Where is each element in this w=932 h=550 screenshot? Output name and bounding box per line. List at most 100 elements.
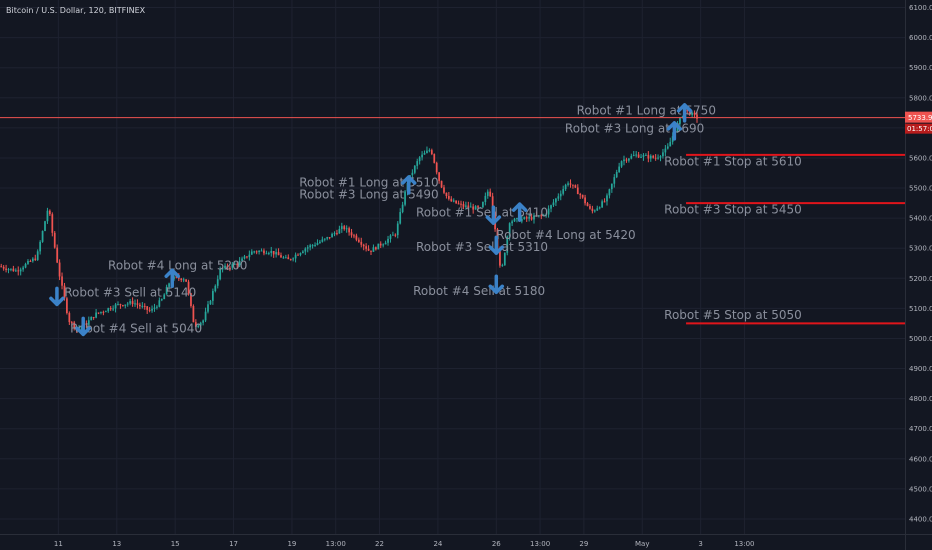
candle-body [601, 201, 603, 208]
candle-body [625, 159, 628, 161]
candle-body [435, 162, 438, 173]
candle-body [270, 250, 273, 253]
candle-body [547, 208, 550, 215]
candle-body [460, 203, 462, 205]
candle-body [294, 254, 297, 259]
candle-body [608, 189, 611, 196]
candle-body [246, 256, 248, 258]
candle-body [445, 192, 448, 197]
countdown-label: 01:57:08 [907, 125, 932, 133]
candle-body [662, 152, 664, 157]
candle-body [51, 214, 54, 233]
candle-body [175, 276, 178, 278]
candle-body [275, 252, 277, 255]
candle-body [513, 218, 516, 222]
candle-body [686, 109, 689, 111]
trade-annotation: Robot #4 Long at 5420 [496, 228, 635, 242]
candle-body [190, 293, 192, 307]
candle-body [457, 203, 460, 205]
candle-body [56, 247, 59, 263]
candle-body [336, 233, 338, 235]
candle-body [5, 268, 7, 270]
candle-body [263, 250, 265, 254]
x-tick-label: 13:00 [530, 540, 550, 548]
candle-body [589, 206, 591, 209]
candle-body [306, 247, 309, 249]
candle-body [564, 184, 567, 190]
candle-body [491, 196, 494, 213]
chart-title: Bitcoin / U.S. Dollar, 120, BITFINEX [6, 6, 146, 15]
candle-body [280, 255, 282, 258]
candle-body [124, 304, 127, 306]
candle-body [462, 204, 465, 207]
candle-body [399, 212, 402, 224]
candle-body [39, 241, 42, 252]
candle-body [272, 250, 275, 255]
candle-body [508, 223, 511, 237]
candle-body [126, 303, 129, 305]
candle-body [447, 196, 450, 199]
trade-annotation: Robot #3 Stop at 5450 [664, 203, 802, 217]
candle-body [289, 259, 292, 261]
candle-body [610, 183, 613, 190]
candle-body [226, 265, 229, 268]
candle-body [396, 223, 399, 236]
x-tick-label: 15 [171, 540, 180, 548]
candle-body [523, 217, 526, 219]
y-axis-ticks: 4400.0 4500.0 4600.0 4700.0 4800.0 4900.0 5000… [909, 4, 932, 523]
x-tick-label: 22 [375, 540, 384, 548]
candle-body [428, 150, 431, 152]
candle-body [598, 207, 601, 209]
candle-body [411, 172, 414, 176]
candle-body [328, 237, 331, 239]
candle-body [503, 252, 506, 266]
x-tick-label: May [635, 540, 649, 548]
candle-body [243, 256, 246, 259]
candle-body [107, 308, 110, 312]
candle-body [479, 207, 482, 209]
candle-body [180, 278, 183, 281]
candle-body [233, 263, 236, 265]
candle-body [321, 239, 324, 242]
arrow-down-icon [488, 235, 505, 255]
candle-body [292, 258, 295, 260]
candle-body [211, 291, 214, 301]
arrow-up-icon [666, 121, 683, 141]
candle-body [477, 206, 479, 208]
candle-body [255, 251, 258, 253]
candle-body [97, 312, 100, 314]
candle-body [542, 215, 545, 217]
candle-body [416, 161, 419, 166]
candle-body [377, 243, 380, 250]
candle-body [19, 269, 22, 272]
candle-body [455, 200, 458, 204]
candle-body [68, 313, 71, 323]
y-tick-label: 5100.0 [909, 305, 932, 313]
current-price-badge [905, 111, 932, 123]
candle-body [569, 183, 572, 185]
candle-body [282, 257, 285, 259]
trade-annotation: Robot #3 Sell at 5310 [416, 240, 548, 254]
x-tick-label: 11 [54, 540, 63, 548]
candle-body [24, 263, 27, 268]
candle-body [576, 187, 579, 195]
y-tick-label: 5900.0 [909, 64, 932, 72]
candle-body [236, 263, 239, 266]
candle-body [586, 203, 589, 207]
y-tick-label: 5000.0 [909, 335, 932, 343]
candle-body [136, 303, 139, 305]
candle-body [367, 248, 370, 251]
candle-body [696, 114, 698, 119]
y-tick-label: 4400.0 [909, 515, 932, 523]
candle-body [443, 187, 445, 193]
candle-body [63, 285, 66, 299]
y-tick-label: 4700.0 [909, 425, 932, 433]
candle-body [10, 268, 12, 270]
candle-body [579, 194, 582, 196]
stop-lines [686, 153, 905, 325]
candle-body [90, 317, 93, 321]
candle-body [350, 232, 353, 236]
candle-body [141, 305, 144, 307]
